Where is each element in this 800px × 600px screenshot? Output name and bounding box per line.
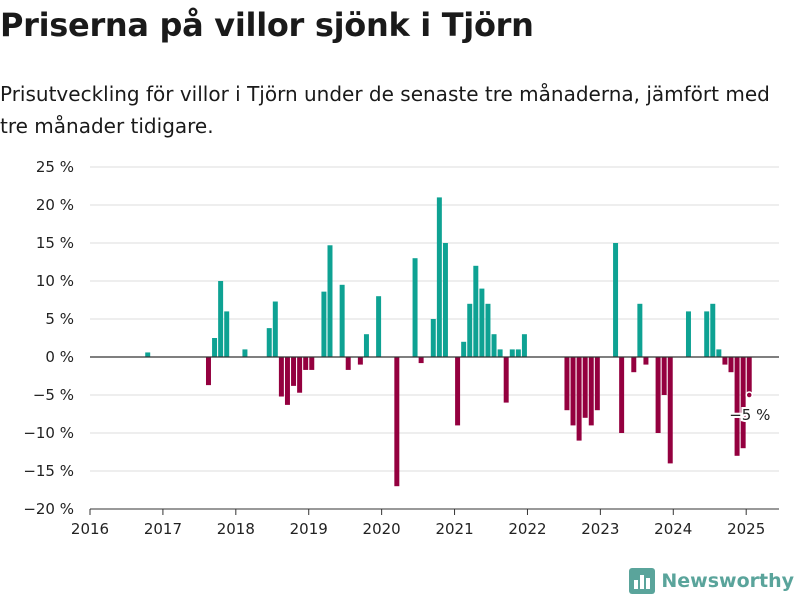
bar — [467, 303, 473, 357]
brand-logo: Newsworthy — [629, 568, 794, 594]
bar — [497, 349, 503, 357]
bar — [722, 357, 728, 365]
x-tick-label: 2021 — [435, 520, 473, 538]
x-tick-label: 2016 — [71, 520, 109, 538]
x-tick-label: 2020 — [363, 520, 401, 538]
x-tick-label: 2019 — [290, 520, 328, 538]
x-tick-label: 2018 — [217, 520, 255, 538]
bar — [436, 197, 442, 357]
annotation-marker — [745, 391, 753, 399]
bar — [284, 357, 290, 405]
x-tick-label: 2022 — [508, 520, 546, 538]
y-tick-label: 10 % — [36, 272, 74, 290]
bar — [521, 334, 527, 357]
y-tick-label: −20 % — [23, 500, 74, 518]
x-axis-ticks: 2016 2017 2018 2019 2020 2021 2022 2023 2024 2025 — [71, 509, 765, 538]
y-tick-label: 20 % — [36, 196, 74, 214]
bar — [218, 281, 224, 357]
bar — [297, 357, 303, 393]
bar — [509, 349, 515, 357]
bar — [716, 349, 722, 357]
axes — [90, 356, 779, 510]
bar — [418, 357, 424, 364]
annotation-label: −5 % — [729, 406, 770, 424]
bar — [588, 357, 594, 426]
chart-subtitle: Prisutveckling för villor i Tjörn under … — [0, 82, 770, 138]
bar — [661, 357, 667, 395]
bar — [272, 301, 278, 357]
bar — [345, 357, 351, 370]
x-tick-label: 2017 — [144, 520, 182, 538]
bar — [685, 311, 691, 357]
bar — [394, 357, 400, 487]
y-tick-label: −10 % — [23, 424, 74, 442]
bar — [303, 357, 309, 370]
x-tick-label: 2025 — [727, 520, 765, 538]
bar — [479, 288, 485, 357]
bar — [564, 357, 570, 411]
bar — [291, 357, 297, 386]
bar — [637, 303, 643, 357]
bar — [145, 352, 151, 357]
bar — [491, 334, 497, 357]
bar — [242, 349, 248, 357]
bar — [266, 328, 272, 357]
y-tick-label: −5 % — [33, 386, 74, 404]
bar — [667, 357, 673, 464]
bar — [309, 357, 315, 370]
bar-chart-icon — [629, 568, 656, 594]
y-tick-label: 25 % — [36, 158, 74, 176]
bar — [655, 357, 661, 433]
bar — [485, 303, 491, 357]
bar — [376, 296, 382, 357]
bar — [412, 258, 418, 357]
bar — [224, 311, 230, 357]
x-tick-label: 2023 — [581, 520, 619, 538]
bar — [594, 357, 600, 411]
y-tick-label: 5 % — [45, 310, 74, 328]
bar — [582, 357, 588, 418]
annotations: −5 % — [727, 391, 772, 426]
chart-title: Priserna på villor sjönk i Tjörn — [0, 6, 534, 44]
bar — [710, 303, 716, 357]
bar — [631, 357, 637, 373]
bar — [430, 319, 436, 357]
bar — [461, 341, 467, 357]
bar — [515, 349, 521, 357]
bar — [473, 265, 479, 357]
bar — [205, 357, 211, 386]
bar — [212, 338, 218, 357]
brand-name: Newsworthy — [661, 570, 794, 592]
bar — [339, 284, 345, 357]
bar — [643, 357, 649, 365]
bar — [740, 357, 746, 449]
bar — [327, 245, 333, 357]
x-tick-label: 2024 — [654, 520, 692, 538]
y-axis-ticks: 25 % 20 % 15 % 10 % 5 % 0 % −5 % −10 % −15 % −20 … — [23, 158, 74, 518]
bar — [503, 357, 509, 403]
bar — [570, 357, 576, 426]
bar — [363, 334, 369, 357]
bar — [278, 357, 284, 397]
bar — [619, 357, 625, 433]
bar — [357, 357, 363, 365]
y-tick-label: 0 % — [45, 348, 74, 366]
bar — [704, 311, 710, 357]
bar — [442, 243, 448, 357]
bar — [734, 357, 740, 456]
bar — [728, 357, 734, 373]
bar — [455, 357, 461, 426]
bar — [613, 243, 619, 357]
bar — [576, 357, 582, 441]
bar — [321, 291, 327, 357]
y-tick-label: −15 % — [23, 462, 74, 480]
y-tick-label: 15 % — [36, 234, 74, 252]
bar — [746, 357, 752, 395]
bars — [145, 197, 752, 487]
